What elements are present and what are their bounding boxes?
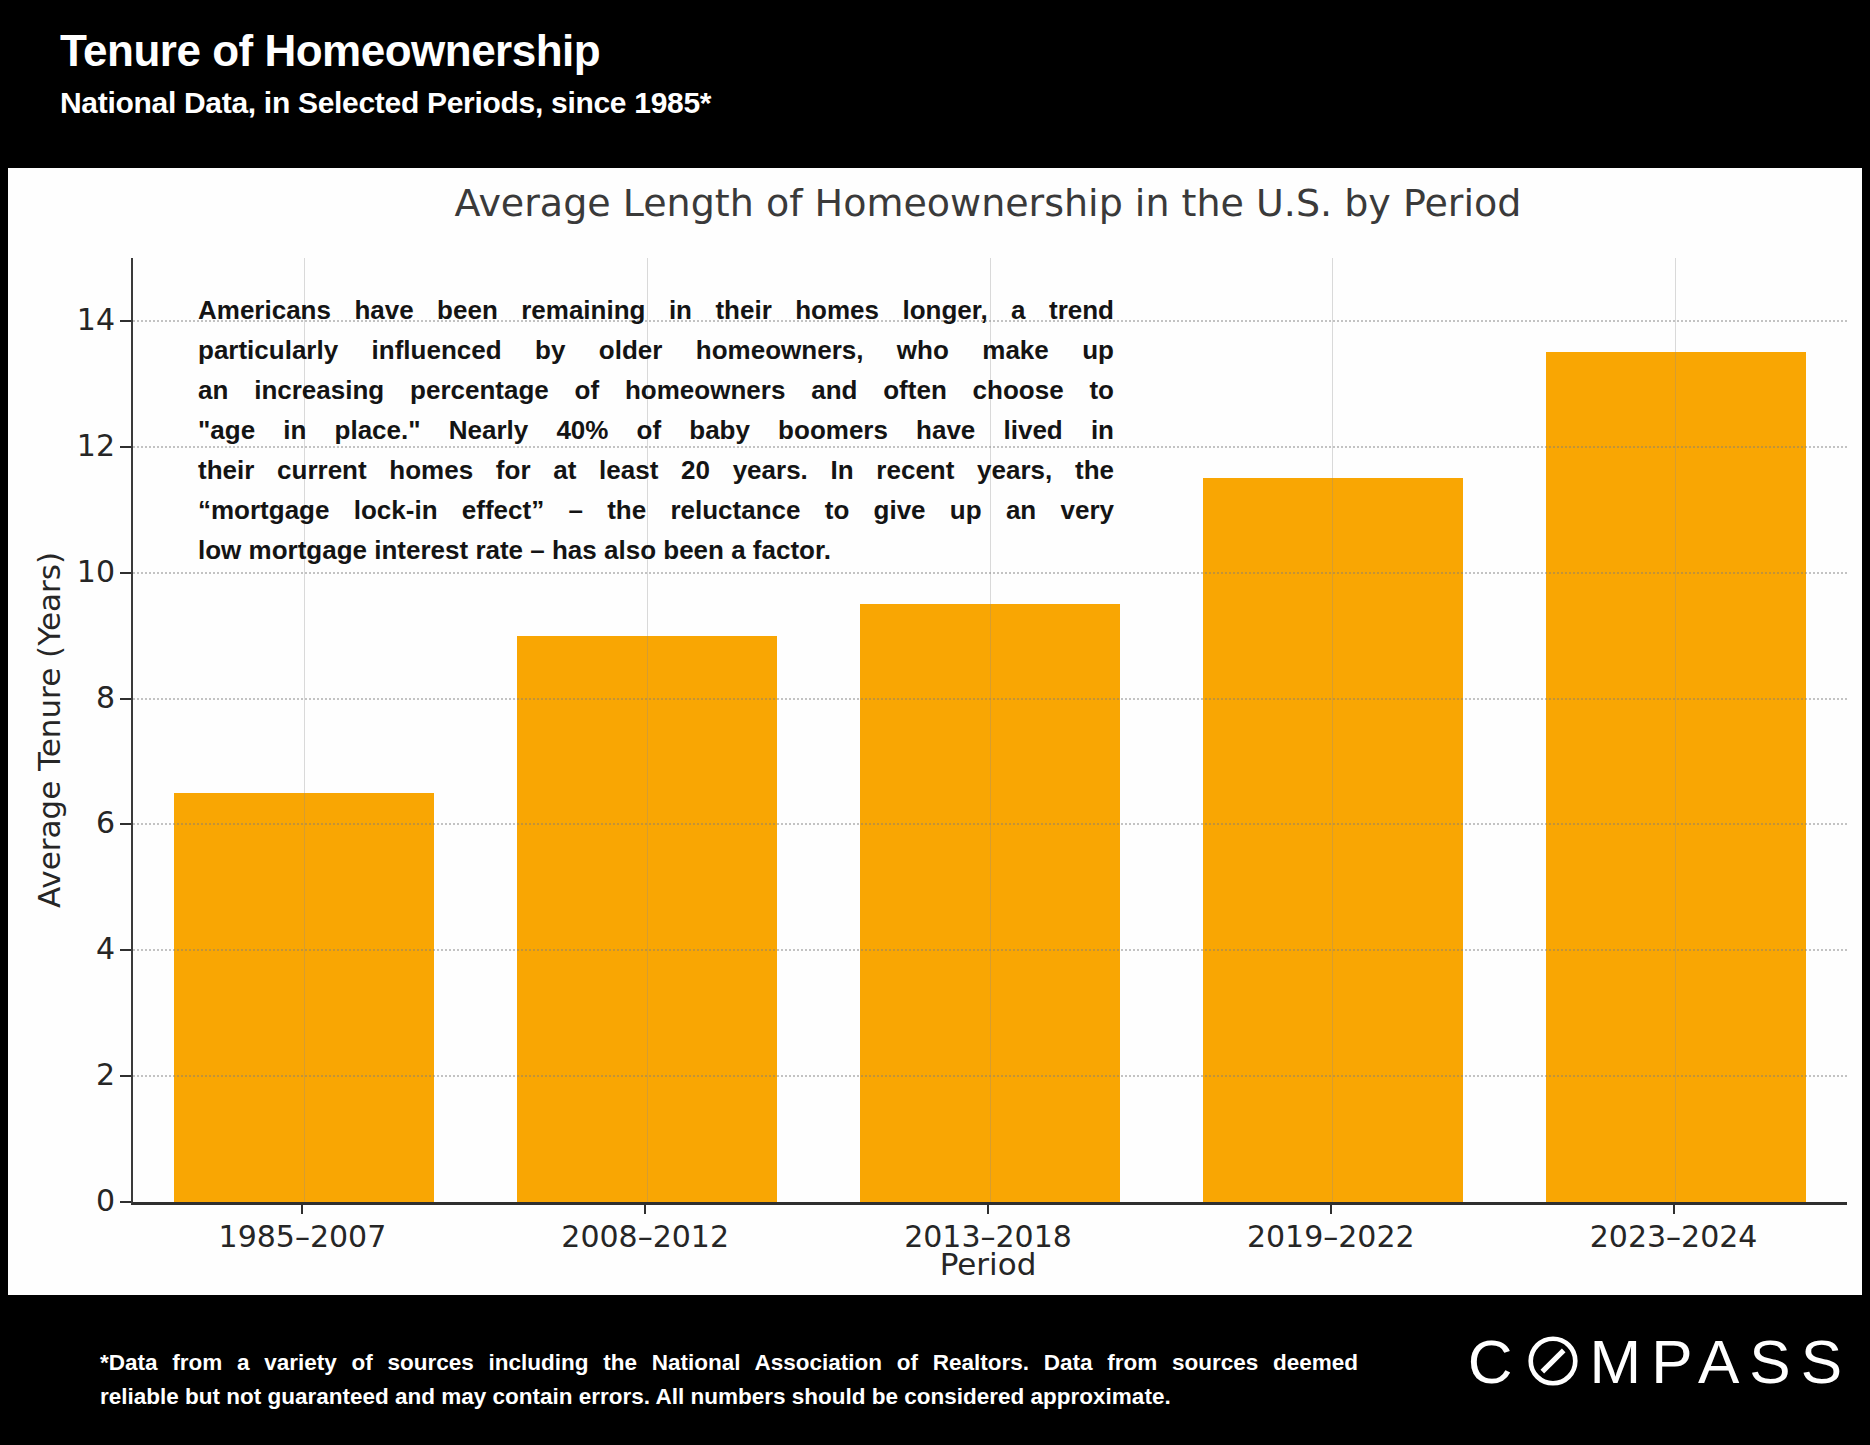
y-tick-label: 4 (51, 931, 115, 966)
y-tick-mark (120, 949, 131, 951)
y-tick-mark (120, 446, 131, 448)
annotation-line: Americans have been remaining in their h… (198, 290, 1114, 330)
annotation-line: low mortgage interest rate – has also be… (198, 530, 1114, 570)
y-tick-label: 12 (51, 428, 115, 463)
y-tick-mark (120, 572, 131, 574)
x-tick-mark (987, 1205, 989, 1214)
y-tick-mark (120, 320, 131, 322)
compass-o-icon (1527, 1335, 1579, 1387)
y-tick-mark (120, 1201, 131, 1203)
x-tick-label: 2019–2022 (1159, 1219, 1502, 1254)
annotation-line: “mortgage lock-in effect” – the reluctan… (198, 490, 1114, 530)
chart-title: Average Length of Homeownership in the U… (131, 181, 1845, 225)
annotation-line: "age in place." Nearly 40% of baby boome… (198, 410, 1114, 450)
y-tick-label: 14 (51, 302, 115, 337)
x-tick-mark (301, 1205, 303, 1214)
annotation-line: their current homes for at least 20 year… (198, 450, 1114, 490)
footnote-line: *Data from a variety of sources includin… (100, 1346, 1358, 1380)
y-tick-label: 8 (51, 680, 115, 715)
footnote-line: reliable but not guaranteed and may cont… (100, 1380, 1358, 1414)
grid-line-vertical (1332, 258, 1333, 1202)
y-tick-label: 10 (51, 554, 115, 589)
annotation-line: an increasing percentage of homeowners a… (198, 370, 1114, 410)
x-tick-mark (1673, 1205, 1675, 1214)
annotation-line: particularly influenced by older homeown… (198, 330, 1114, 370)
brand-letter-c: C (1468, 1326, 1523, 1397)
x-tick-label: 1985–2007 (131, 1219, 474, 1254)
slide: Tenure of Homeownership National Data, i… (0, 0, 1870, 1445)
y-tick-label: 0 (51, 1183, 115, 1218)
page-title: Tenure of Homeownership (60, 26, 600, 76)
compass-logo: C MPASS (1468, 1332, 1852, 1390)
x-tick-mark (1330, 1205, 1332, 1214)
brand-letters-mpass: MPASS (1590, 1326, 1852, 1397)
footnote: *Data from a variety of sources includin… (100, 1346, 1358, 1414)
y-tick-label: 2 (51, 1057, 115, 1092)
page-subtitle: National Data, in Selected Periods, sinc… (60, 86, 711, 120)
x-tick-label: 2013–2018 (817, 1219, 1160, 1254)
chart-panel: Average Length of Homeownership in the U… (8, 168, 1862, 1295)
y-tick-label: 6 (51, 805, 115, 840)
y-tick-mark (120, 1075, 131, 1077)
y-tick-mark (120, 823, 131, 825)
x-tick-label: 2023–2024 (1502, 1219, 1845, 1254)
chart-annotation: Americans have been remaining in their h… (198, 290, 1114, 570)
y-tick-mark (120, 698, 131, 700)
y-axis-label: Average Tenure (Years) (31, 552, 67, 908)
x-tick-mark (644, 1205, 646, 1214)
x-tick-label: 2008–2012 (474, 1219, 817, 1254)
grid-line-vertical (1675, 258, 1676, 1202)
